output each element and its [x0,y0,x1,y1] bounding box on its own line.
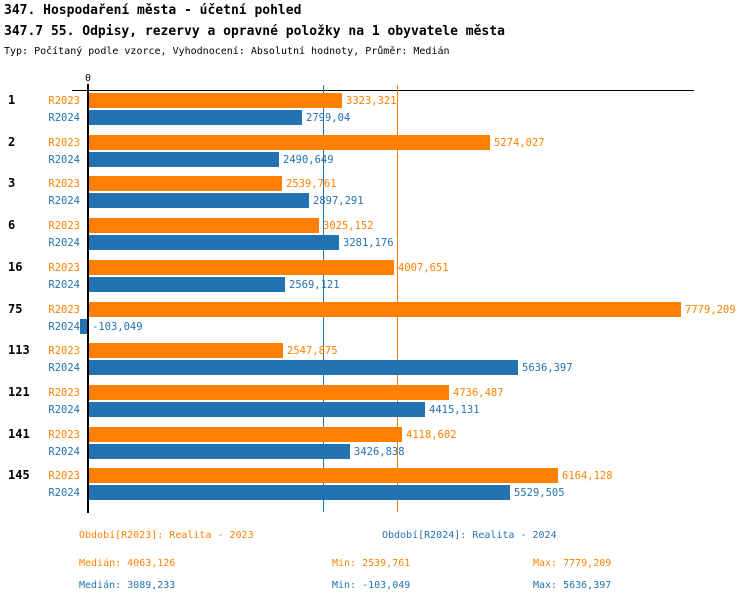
bar-r2024-121 [89,402,425,417]
value-label-r2023-113: 2547,875 [287,345,338,357]
category-label-145: 145 [8,468,30,482]
value-label-r2024-141: 3426,838 [354,446,405,458]
value-label-r2024-113: 5636,397 [522,362,573,374]
value-label-r2024-145: 5529,505 [514,487,565,499]
series-label-r2024-3: R2024 [48,195,80,207]
value-label-r2024-2: 2490,649 [283,154,334,166]
category-label-6: 6 [8,218,16,232]
series-label-r2023-2: R2023 [48,137,80,149]
bar-r2023-141 [89,427,402,442]
legend-period-r2023: Období[R2023]: Realita - 2023 [79,530,254,541]
series-label-r2023-145: R2023 [48,470,80,482]
series-label-r2023-6: R2023 [48,220,80,232]
series-label-r2023-121: R2023 [48,387,80,399]
value-label-r2024-121: 4415,131 [429,404,480,416]
stat-min-r2024: Min: -103,049 [332,580,411,591]
bar-r2024-145 [89,485,510,500]
bar-r2023-3 [89,176,282,191]
stat-median-r2024: Medián: 3089,233 [79,580,176,591]
value-label-r2023-6: 3025,152 [323,220,374,232]
bar-r2024-2 [89,152,279,167]
bar-r2023-1 [89,93,342,108]
series-label-r2024-75: R2024 [48,321,80,333]
bar-r2023-113 [89,343,283,358]
bar-r2023-2 [89,135,490,150]
series-label-r2024-141: R2024 [48,446,80,458]
series-label-r2024-2: R2024 [48,154,80,166]
series-label-r2024-16: R2024 [48,279,80,291]
series-label-r2024-113: R2024 [48,362,80,374]
series-label-r2024-121: R2024 [48,404,80,416]
stat-max-r2023: Max: 7779,209 [533,558,612,569]
bar-r2023-121 [89,385,449,400]
value-label-r2023-1: 3323,321 [346,95,397,107]
bar-r2024-3 [89,193,309,208]
value-label-r2024-3: 2897,291 [313,195,364,207]
value-label-r2023-75: 7779,209 [685,304,736,316]
series-label-r2023-3: R2023 [48,178,80,190]
value-label-r2024-1: 2799,04 [306,112,351,124]
bar-r2024-75 [80,319,88,334]
value-label-r2023-121: 4736,487 [453,387,504,399]
series-label-r2023-141: R2023 [48,429,80,441]
series-label-r2024-1: R2024 [48,112,80,124]
bar-r2023-75 [89,302,681,317]
series-label-r2023-113: R2023 [48,345,80,357]
bar-r2024-6 [89,235,339,250]
bar-r2023-145 [89,468,558,483]
bar-r2024-141 [89,444,350,459]
category-label-2: 2 [8,135,16,149]
stat-median-r2023: Medián: 4063,126 [79,558,176,569]
category-label-1: 1 [8,93,16,107]
category-label-75: 75 [8,302,23,316]
series-label-r2023-1: R2023 [48,95,80,107]
page-title: 347. Hospodaření města - účetní pohled [4,3,302,18]
series-label-r2024-145: R2024 [48,487,80,499]
page-subtitle: 347.7 55. Odpisy, rezervy a opravné polo… [4,24,505,39]
series-label-r2023-75: R2023 [48,304,80,316]
series-label-r2023-16: R2023 [48,262,80,274]
axis-vertical-line [87,84,89,513]
bar-r2023-6 [89,218,319,233]
value-label-r2023-145: 6164,128 [562,470,613,482]
stat-max-r2024: Max: 5636,397 [533,580,612,591]
axis-zero-label: 0 [84,73,92,84]
category-label-113: 113 [8,343,30,357]
value-label-r2023-3: 2539,761 [286,178,337,190]
bar-r2024-16 [89,277,285,292]
stat-min-r2023: Min: 2539,761 [332,558,411,569]
axis-top-line [72,90,694,91]
value-label-r2024-6: 3281,176 [343,237,394,249]
value-label-r2023-2: 5274,027 [494,137,545,149]
bar-r2023-16 [89,260,394,275]
median-line-r2024 [323,85,324,512]
chart-meta-info: Typ: Počítaný podle vzorce, Vyhodnocení:… [4,46,450,57]
legend-period-r2024: Období[R2024]: Realita - 2024 [382,530,557,541]
value-label-r2023-141: 4118,602 [406,429,457,441]
category-label-141: 141 [8,427,30,441]
series-label-r2024-6: R2024 [48,237,80,249]
category-label-3: 3 [8,176,16,190]
value-label-r2024-16: 2569,121 [289,279,340,291]
median-line-r2023 [397,85,398,512]
category-label-16: 16 [8,260,23,274]
value-label-r2024-75: -103,049 [92,321,143,333]
bar-r2024-113 [89,360,518,375]
bar-r2024-1 [89,110,302,125]
category-label-121: 121 [8,385,30,399]
value-label-r2023-16: 4007,651 [398,262,449,274]
